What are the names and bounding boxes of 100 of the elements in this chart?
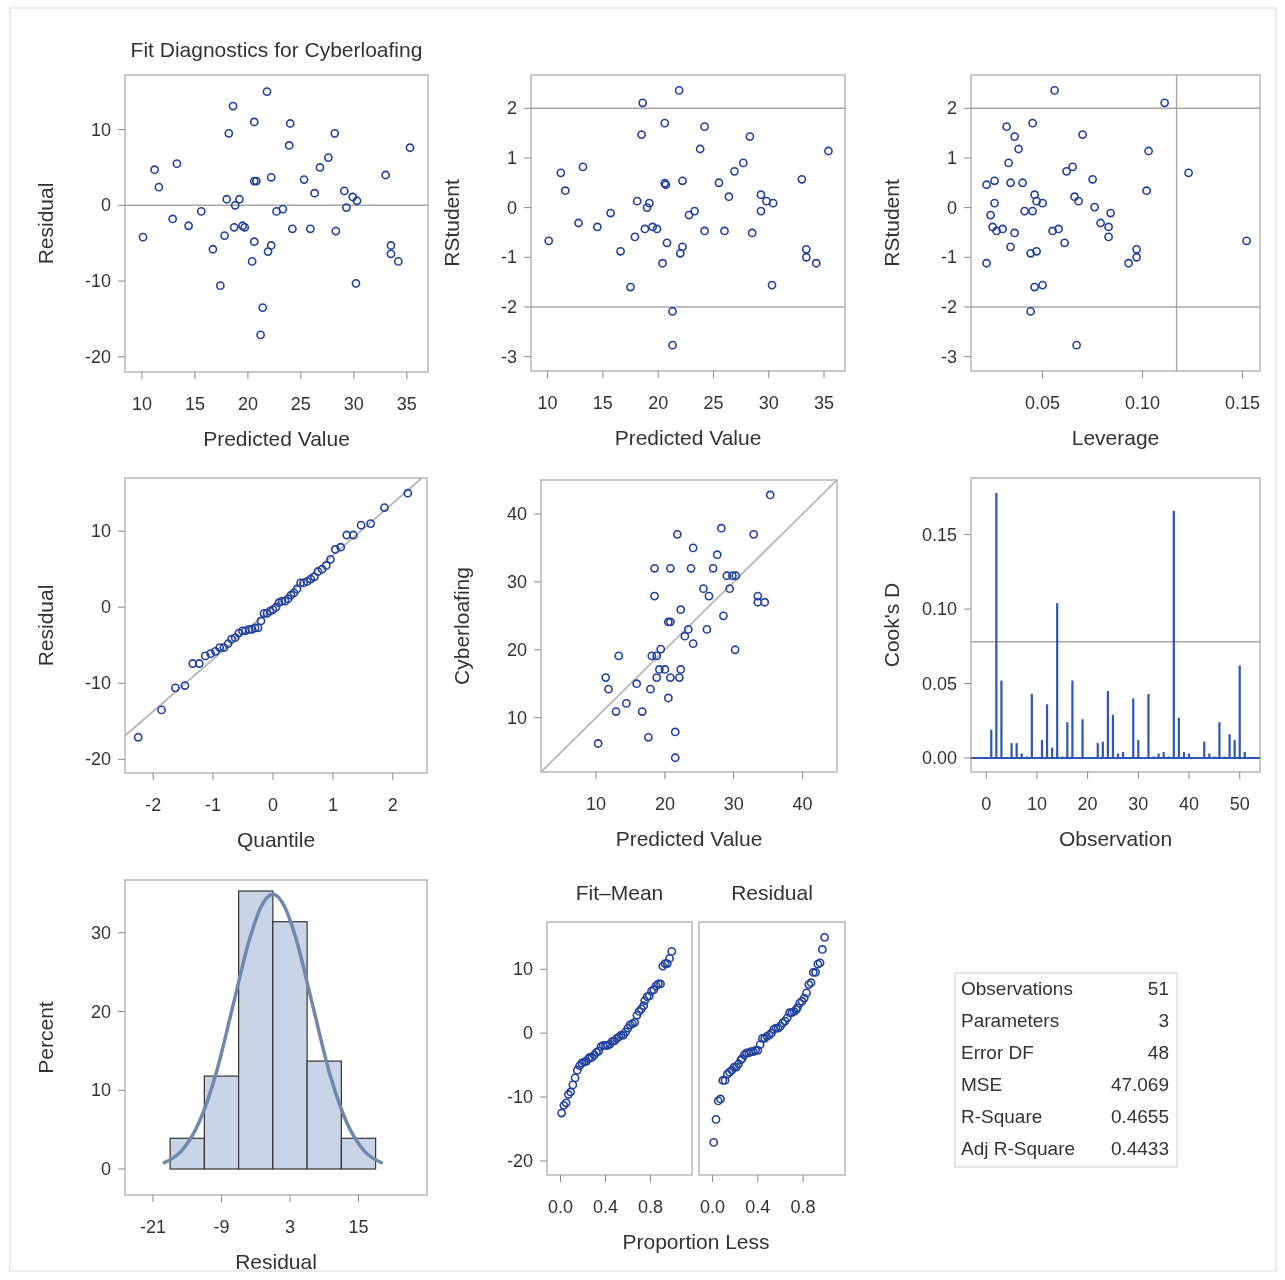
x-tick-label: 15 xyxy=(348,1217,369,1237)
x-axis-title: Leverage xyxy=(1071,426,1160,449)
y-axis-title: Residual xyxy=(34,584,57,667)
x-tick-label: 0.4 xyxy=(592,1197,618,1217)
y-tick-label: -10 xyxy=(84,673,111,694)
y-tick-label: 1 xyxy=(946,147,957,168)
y-tick-label: 0.10 xyxy=(921,599,957,620)
y-axis-title: RStudent xyxy=(880,179,903,267)
x-tick-label: 0.4 xyxy=(745,1197,771,1217)
x-tick-label: -2 xyxy=(145,795,162,815)
y-tick-label: -20 xyxy=(84,749,111,770)
x-tick-label: 0.05 xyxy=(1025,393,1061,413)
x-tick-label: 30 xyxy=(343,394,364,414)
x-axis-title: Predicted Value xyxy=(203,427,350,450)
x-tick-label: 3 xyxy=(284,1217,295,1237)
x-tick-label: 15 xyxy=(184,394,205,414)
chart-title: Residual xyxy=(731,881,813,904)
y-axis-title: Cyberloafing xyxy=(450,567,473,685)
y-tick-label: 0 xyxy=(100,195,111,216)
x-axis-title: Residual xyxy=(235,1250,317,1273)
x-tick-label: 30 xyxy=(1128,794,1149,814)
y-tick-label: -2 xyxy=(940,296,957,317)
y-axis-title: Percent xyxy=(34,1001,57,1074)
x-tick-label: -9 xyxy=(213,1217,230,1237)
y-tick-label: 30 xyxy=(506,571,527,592)
data-label: 51 xyxy=(1147,978,1169,999)
x-tick-label: 0 xyxy=(981,794,992,814)
y-tick-label: 0.05 xyxy=(921,673,957,694)
x-tick-label: 0.8 xyxy=(637,1197,663,1217)
category-label: Parameters xyxy=(961,1010,1060,1031)
y-tick-label: -20 xyxy=(506,1150,533,1171)
x-tick-label: 30 xyxy=(723,794,744,814)
x-tick-label: 40 xyxy=(792,794,813,814)
x-tick-label: 0.0 xyxy=(547,1197,573,1217)
x-axis-title: Quantile xyxy=(236,828,316,851)
x-tick-label: 20 xyxy=(237,394,258,414)
x-axis-title: Proportion Less xyxy=(622,1230,770,1253)
x-axis-title: Observation xyxy=(1058,827,1173,850)
y-tick-label: -1 xyxy=(940,247,957,268)
x-tick-label: -21 xyxy=(139,1217,166,1237)
y-tick-label: 0 xyxy=(100,597,111,618)
y-tick-label: -20 xyxy=(84,346,111,367)
y-tick-label: 10 xyxy=(90,521,111,542)
x-tick-label: 25 xyxy=(290,394,311,414)
x-tick-label: 0.8 xyxy=(790,1197,816,1217)
y-tick-label: 10 xyxy=(90,1080,111,1101)
x-tick-label: 10 xyxy=(1026,794,1047,814)
y-axis-title: RStudent xyxy=(440,179,463,267)
x-tick-label: 0 xyxy=(268,795,279,815)
data-label: 3 xyxy=(1158,1010,1169,1031)
x-tick-label: 20 xyxy=(654,794,675,814)
y-tick-label: -10 xyxy=(84,271,111,292)
category-label: Error DF xyxy=(961,1042,1034,1063)
category-label: R-Square xyxy=(961,1106,1043,1127)
y-tick-label: 0 xyxy=(100,1159,111,1180)
x-tick-label: 1 xyxy=(327,795,338,815)
y-tick-label: 0.00 xyxy=(921,748,957,768)
data-label: 0.4433 xyxy=(1110,1138,1169,1159)
x-axis-title: Predicted Value xyxy=(615,827,763,850)
x-tick-label: 35 xyxy=(813,393,835,413)
x-tick-label: 30 xyxy=(758,393,779,413)
x-tick-label: 2 xyxy=(387,795,398,815)
x-tick-label: -1 xyxy=(205,795,222,815)
y-tick-label: 0 xyxy=(506,197,517,218)
x-tick-label: 0.15 xyxy=(1225,393,1261,413)
y-axis-title: Residual xyxy=(34,182,57,265)
data-label: 0.4655 xyxy=(1110,1106,1169,1127)
y-tick-label: -3 xyxy=(940,346,957,367)
y-tick-label: 20 xyxy=(506,639,527,660)
chart-title: Fit Diagnostics for Cyberloafing xyxy=(130,38,423,61)
x-tick-label: 10 xyxy=(586,794,607,814)
y-tick-label: 0.15 xyxy=(921,524,957,545)
x-tick-label: 20 xyxy=(1077,794,1098,814)
category-label: Observations xyxy=(961,978,1073,999)
y-tick-label: 30 xyxy=(90,922,111,943)
y-tick-label: -10 xyxy=(506,1087,533,1108)
y-tick-label: 20 xyxy=(90,1001,111,1022)
x-tick-label: 10 xyxy=(537,393,558,413)
x-tick-label: 20 xyxy=(648,393,669,413)
x-tick-label: 35 xyxy=(396,394,417,414)
x-tick-label: 0.0 xyxy=(700,1197,726,1217)
y-tick-label: -3 xyxy=(500,346,517,367)
y-axis-title: Cook's D xyxy=(880,582,903,668)
y-tick-label: 2 xyxy=(946,98,957,119)
x-tick-label: 0.10 xyxy=(1125,393,1161,413)
y-tick-label: 10 xyxy=(90,119,111,140)
y-tick-label: 2 xyxy=(506,98,517,119)
y-tick-label: 0 xyxy=(522,1023,533,1044)
x-tick-label: 25 xyxy=(703,393,724,413)
y-tick-label: 10 xyxy=(506,707,527,728)
y-tick-label: -2 xyxy=(500,296,517,317)
y-tick-label: 1 xyxy=(506,147,517,168)
x-tick-label: 40 xyxy=(1179,794,1200,814)
category-label: MSE xyxy=(961,1074,1003,1095)
category-label: Adj R-Square xyxy=(961,1138,1076,1159)
x-tick-label: 10 xyxy=(131,394,152,414)
y-tick-label: -1 xyxy=(500,247,517,268)
y-tick-label: 10 xyxy=(512,959,533,980)
x-axis-title: Predicted Value xyxy=(614,426,762,449)
y-tick-label: 0 xyxy=(946,197,957,218)
